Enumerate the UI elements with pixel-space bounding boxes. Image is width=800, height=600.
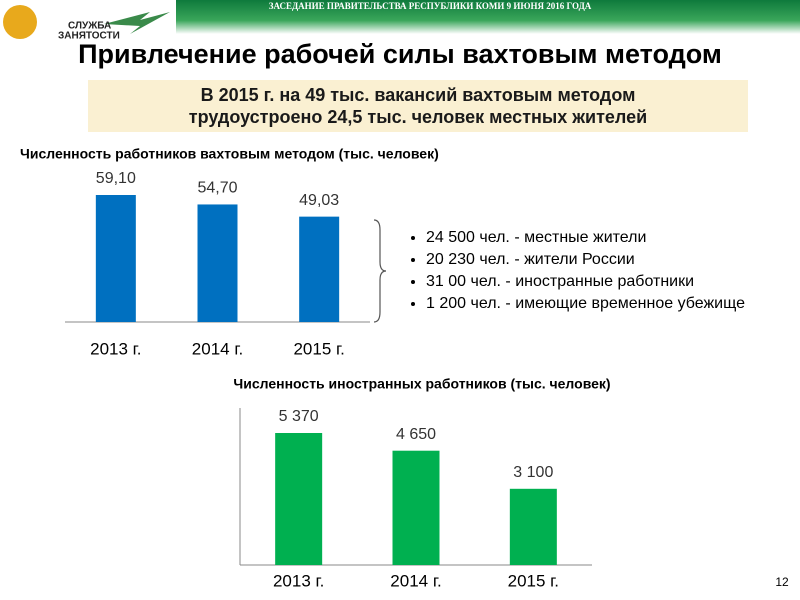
bullet: 20 230 чел. - жители России [426, 249, 766, 271]
bar [95, 195, 136, 322]
logo-text: СЛУЖБА [68, 21, 111, 32]
bullet: 1 200 чел. - имеющие временное убежище [426, 293, 766, 315]
logo-arrow [104, 12, 170, 34]
bar [509, 488, 557, 565]
bullet: 31 00 чел. - иностранные работники [426, 271, 766, 293]
x-tick-label: 2013 г. [90, 339, 141, 358]
bar [197, 204, 238, 322]
x-tick-label: 2014 г. [390, 571, 441, 590]
bar [275, 433, 323, 565]
value-label: 49,03 [299, 192, 339, 209]
bar [299, 216, 340, 322]
highlight-line: трудоустроено 24,5 тыс. человек местных … [188, 107, 648, 127]
highlight-box: В 2015 г. на 49 тыс. вакансий вахтовым м… [88, 80, 748, 132]
value-label: 4 650 [396, 426, 436, 443]
bar [392, 450, 440, 565]
logo-emblem [3, 5, 37, 39]
chart-title: Численность работников вахтовым методом … [20, 146, 439, 162]
meeting-caption: ЗАСЕДАНИЕ ПРАВИТЕЛЬСТВА РЕСПУБЛИКИ КОМИ … [269, 1, 592, 11]
slide-title: Привлечение рабочей силы вахтовым методо… [78, 39, 722, 69]
bullet: 24 500 чел. - местные жители [426, 227, 766, 249]
value-label: 59,10 [96, 170, 136, 187]
logo-text: ЗАНЯТОСТИ [58, 31, 120, 42]
page-number: 12 [775, 575, 789, 589]
value-label: 3 100 [513, 464, 553, 481]
highlight-line: В 2015 г. на 49 тыс. вакансий вахтовым м… [200, 85, 636, 105]
brace [373, 219, 387, 323]
x-tick-label: 2015 г. [508, 571, 559, 590]
chart-title: Численность иностранных работников (тыс.… [233, 376, 610, 392]
x-tick-label: 2014 г. [192, 339, 243, 358]
bullet-list: 24 500 чел. - местные жители 20 230 чел.… [408, 227, 766, 315]
value-label: 54,70 [197, 180, 237, 197]
x-tick-label: 2015 г. [293, 339, 344, 358]
x-tick-label: 2013 г. [273, 571, 324, 590]
value-label: 5 370 [279, 408, 319, 425]
